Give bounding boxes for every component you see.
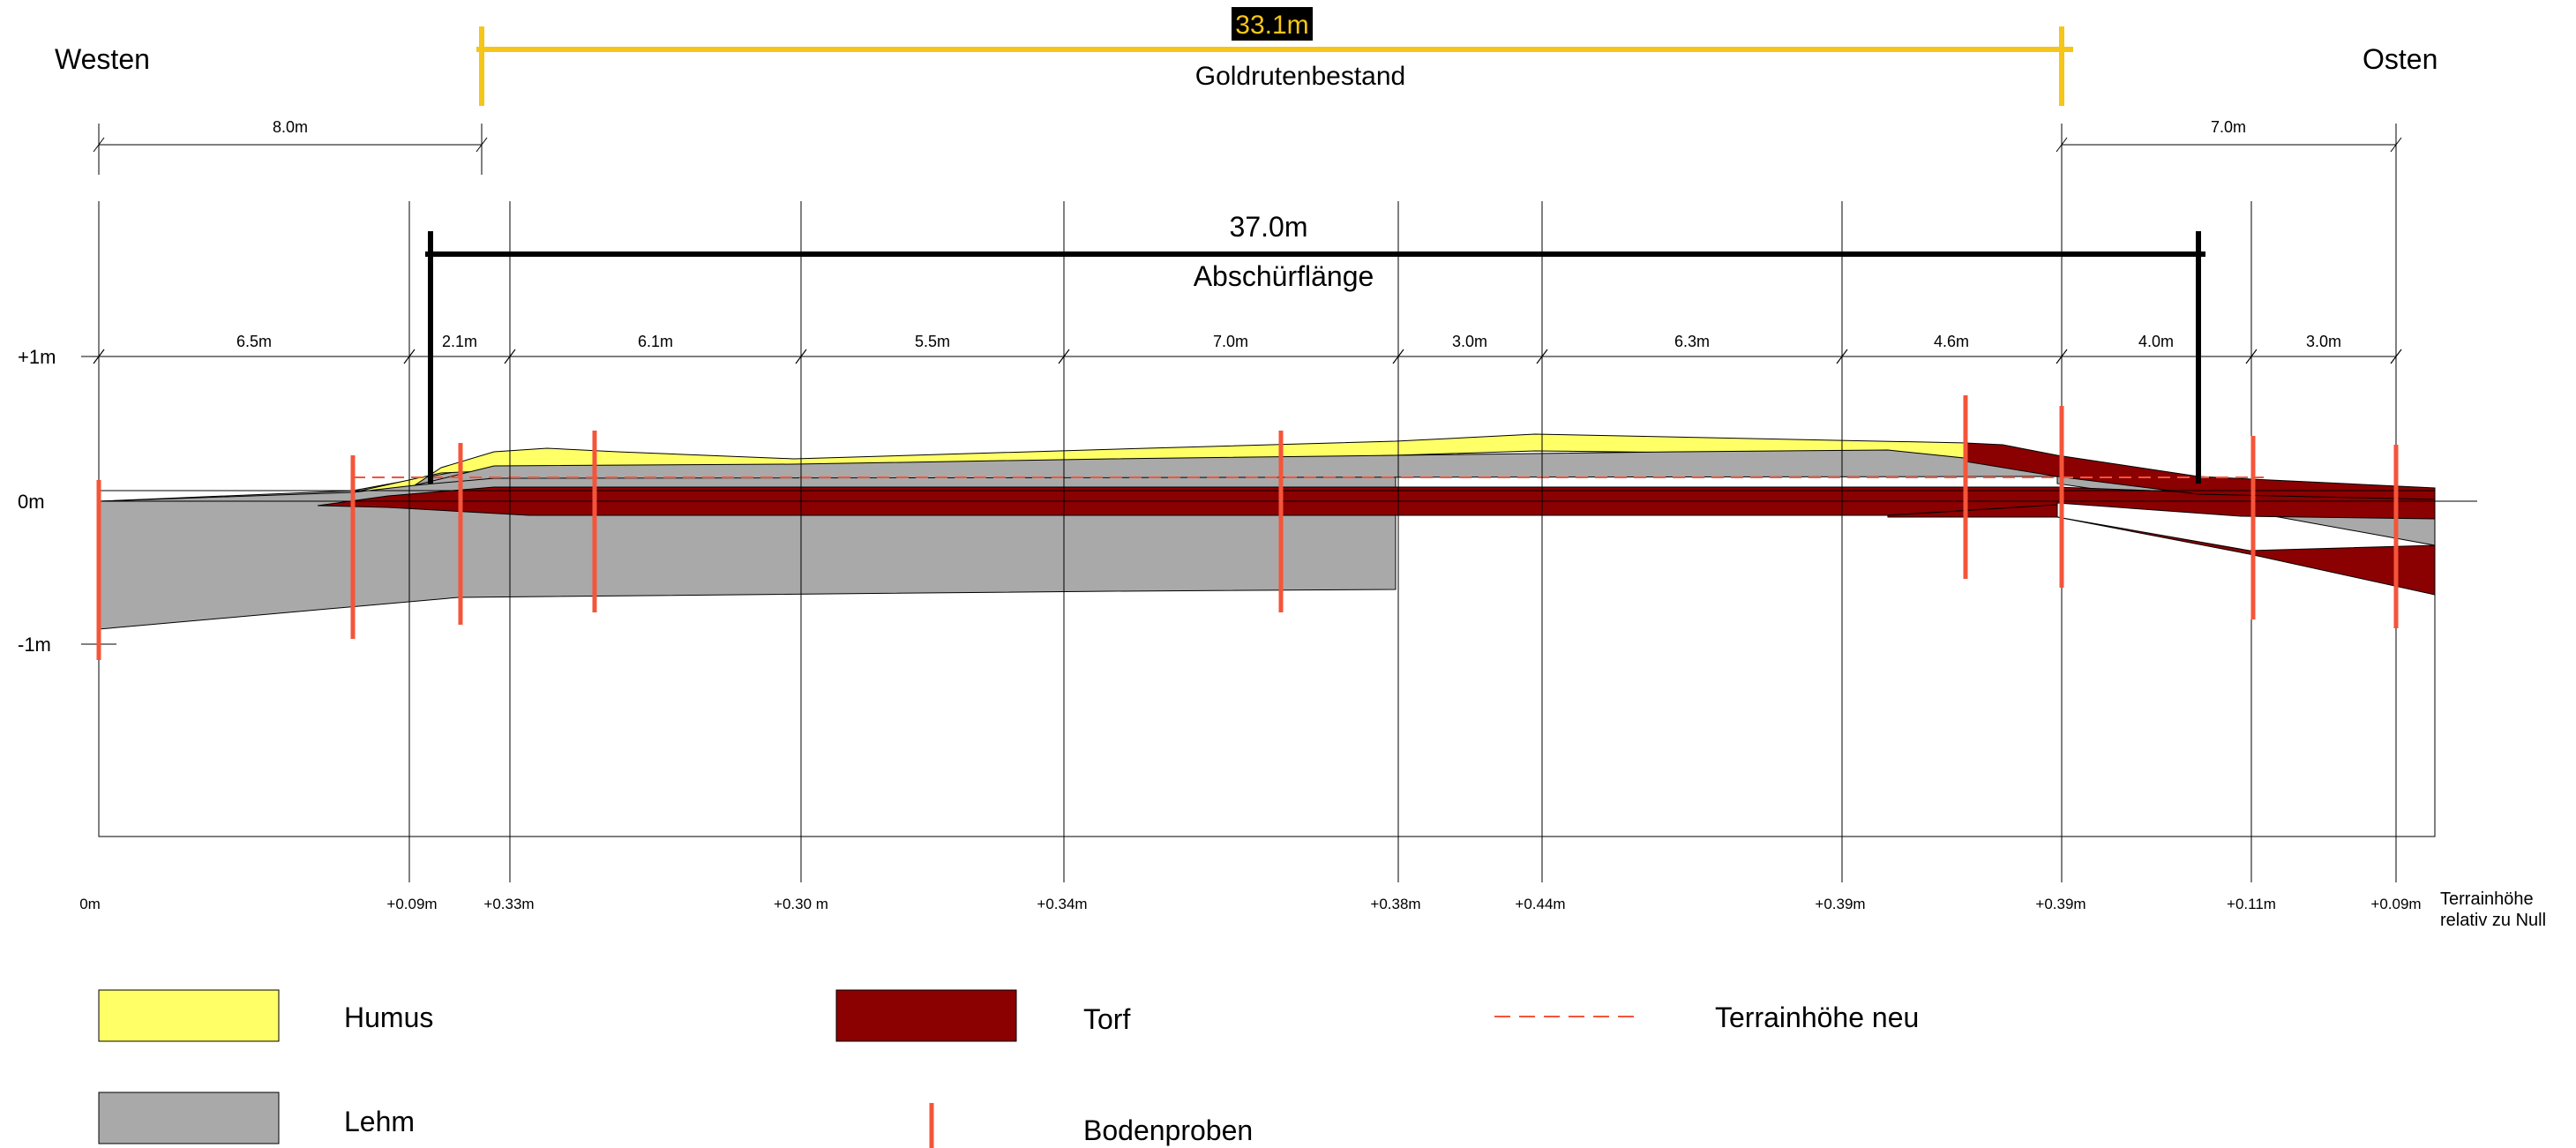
dimension-tick <box>795 349 807 364</box>
segment-length-label: 3.0m <box>1452 333 1487 350</box>
west-dimension-label: 8.0m <box>273 118 308 136</box>
west-label: Westen <box>55 43 150 75</box>
segment-length-label: 4.6m <box>1934 333 1969 350</box>
segment-length-label: 6.5m <box>236 333 272 350</box>
dimension-tick <box>93 349 105 364</box>
terrain-height-label: +0.09m <box>386 896 437 912</box>
segment-length-label: 2.1m <box>442 333 477 350</box>
y-label-plus1: +1m <box>18 346 56 368</box>
goldrute-label: Goldrutenbestand <box>1195 62 1406 91</box>
abschuerf-dimension <box>425 231 2205 484</box>
terrain-height-label: +0.34m <box>1037 896 1087 912</box>
dimension-tick <box>2245 349 2258 364</box>
goldrute-length-badge <box>1232 7 1313 41</box>
dimension-tick <box>1536 349 1548 364</box>
dimension-tick <box>1058 349 1070 364</box>
segment-length-label: 6.1m <box>638 333 673 350</box>
segment-length-label: 4.0m <box>2138 333 2174 350</box>
goldrute-dimension <box>476 26 2073 106</box>
outer-dimensions <box>93 137 2402 153</box>
dimension-tick <box>2390 137 2402 153</box>
terrain-height-label: +0.11m <box>2227 896 2276 912</box>
dimension-tick <box>1836 349 1848 364</box>
dimension-tick <box>2056 349 2068 364</box>
dimension-tick <box>93 137 105 153</box>
terrain-height-label: +0.39m <box>1815 896 1865 912</box>
legend-humus-label: Humus <box>344 1002 433 1033</box>
segment-ticks <box>93 349 2402 364</box>
dimension-tick <box>476 137 488 153</box>
abschuerf-label: Abschürflänge <box>1194 260 1374 292</box>
y-label-zero: 0m <box>18 491 45 513</box>
legend-terrain-label: Terrainhöhe neu <box>1715 1002 1919 1033</box>
terrain-height-label: +0.30 m <box>774 896 828 912</box>
terrain-height-label: 0m <box>79 896 101 912</box>
segment-length-label: 7.0m <box>1213 333 1248 350</box>
terrain-height-label: +0.33m <box>483 896 534 912</box>
legend: Humus Torf Terrainhöhe neu Lehm Bodenpro… <box>98 989 1919 1148</box>
segment-length-label: 6.3m <box>1674 333 1710 350</box>
legend-humus-swatch <box>98 989 280 1042</box>
legend-proben-label: Bodenproben <box>1083 1114 1253 1146</box>
abschuerf-length-label: 37.0m <box>1230 211 1308 243</box>
goldrute-length-label: 33.1m <box>1235 11 1308 40</box>
legend-torf-swatch <box>835 989 1017 1042</box>
dimension-tick <box>504 349 516 364</box>
height-labels: 0m +0.09m +0.33m +0.30 m +0.34m +0.38m +… <box>79 896 2421 912</box>
dimension-tick <box>2056 137 2068 153</box>
height-caption-line1: Terrainhöhe <box>2440 889 2534 909</box>
dimension-tick <box>2390 349 2402 364</box>
segment-labels: 6.5m 2.1m 6.1m 5.5m 7.0m 3.0m 6.3m 4.6m … <box>236 333 2341 350</box>
y-label-minus1: -1m <box>18 634 51 656</box>
legend-lehm-swatch <box>98 1092 280 1144</box>
soil-samples <box>96 395 2399 660</box>
torf-lower-layer-area <box>1887 504 2058 518</box>
segment-length-label: 3.0m <box>2306 333 2341 350</box>
terrain-height-label: +0.09m <box>2370 896 2421 912</box>
height-caption-line2: relativ zu Null <box>2440 911 2546 930</box>
torf-layer-area <box>317 486 2436 520</box>
east-label: Osten <box>2363 43 2437 75</box>
terrain-height-label: +0.38m <box>1370 896 1420 912</box>
east-dimension-label: 7.0m <box>2211 118 2246 136</box>
dimension-tick <box>403 349 416 364</box>
terrain-height-label: +0.39m <box>2035 896 2086 912</box>
terrain-height-label: +0.44m <box>1515 896 1565 912</box>
dimension-tick <box>1392 349 1404 364</box>
legend-lehm-label: Lehm <box>344 1106 415 1137</box>
segment-length-label: 5.5m <box>915 333 950 350</box>
soil-layers <box>98 433 2436 630</box>
legend-torf-label: Torf <box>1083 1003 1130 1035</box>
